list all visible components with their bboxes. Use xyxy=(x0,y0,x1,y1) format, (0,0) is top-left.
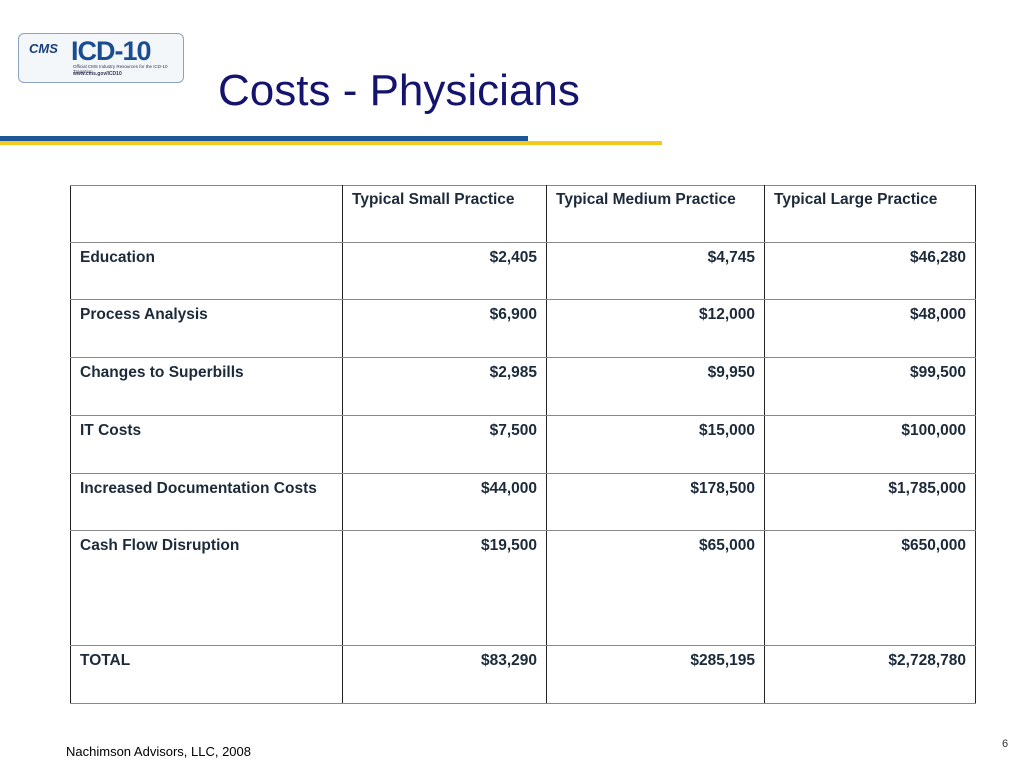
logo: CMS ICD-10 Official CMS Industry Resourc… xyxy=(18,33,184,83)
divider-blue xyxy=(0,136,528,141)
logo-agency: CMS xyxy=(29,41,58,56)
cell: Typical Medium Practice xyxy=(546,185,765,243)
logo-name: ICD-10 xyxy=(71,36,152,66)
cell: $7,500 xyxy=(342,415,547,474)
cell: $83,290 xyxy=(342,645,547,704)
row-label: IT Costs xyxy=(70,415,343,474)
table-row: Increased Documentation Costs $44,000 $178… xyxy=(70,473,976,531)
row-label: Education xyxy=(70,242,343,300)
row-label: Cash Flow Disruption xyxy=(70,530,343,646)
cell: $15,000 xyxy=(546,415,765,474)
cell: $100,000 xyxy=(764,415,976,474)
divider-yellow xyxy=(0,141,662,145)
cell: $2,985 xyxy=(342,357,547,416)
cell: $48,000 xyxy=(764,299,976,358)
row-label: TOTAL xyxy=(70,645,343,704)
divider xyxy=(0,136,662,145)
table-row: Education $2,405 $4,745 $46,280 xyxy=(70,242,976,300)
table-row: Typical Small Practice Typical Medium Pra… xyxy=(70,185,976,243)
cell: $285,195 xyxy=(546,645,765,704)
row-label xyxy=(70,185,343,243)
row-label: Changes to Superbills xyxy=(70,357,343,416)
cell: $178,500 xyxy=(546,473,765,531)
cell: Typical Small Practice xyxy=(342,185,547,243)
cell: $2,405 xyxy=(342,242,547,300)
logo-tagline: Official CMS Industry Resources for the … xyxy=(73,64,168,74)
logo-url: www.cms.gov/ICD10 xyxy=(73,71,122,77)
cell: $12,000 xyxy=(546,299,765,358)
row-label: Increased Documentation Costs xyxy=(70,473,343,531)
cell: Typical Large Practice xyxy=(764,185,976,243)
cell: $9,950 xyxy=(546,357,765,416)
table-row: Process Analysis $6,900 $12,000 $48,000 xyxy=(70,299,976,358)
footer-source: Nachimson Advisors, LLC, 2008 xyxy=(66,744,251,759)
cell: $44,000 xyxy=(342,473,547,531)
cost-table: Typical Small Practice Typical Medium Pra… xyxy=(70,185,976,704)
page-number: 6 xyxy=(1002,738,1009,750)
cell: $65,000 xyxy=(546,530,765,646)
cell: $4,745 xyxy=(546,242,765,300)
cell: $1,785,000 xyxy=(764,473,976,531)
cell: $99,500 xyxy=(764,357,976,416)
table-row: TOTAL $83,290 $285,195 $2,728,780 xyxy=(70,645,976,704)
cell: $2,728,780 xyxy=(764,645,976,704)
cell: $6,900 xyxy=(342,299,547,358)
table-row: Cash Flow Disruption $19,500 $65,000 $650,0… xyxy=(70,530,976,646)
cell: $650,000 xyxy=(764,530,976,646)
row-label: Process Analysis xyxy=(70,299,343,358)
slide-title: Costs - Physicians xyxy=(218,66,580,115)
cell: $19,500 xyxy=(342,530,547,646)
table-row: Changes to Superbills $2,985 $9,950 $99,500 xyxy=(70,357,976,416)
table-row: IT Costs $7,500 $15,000 $100,000 xyxy=(70,415,976,474)
cell: $46,280 xyxy=(764,242,976,300)
